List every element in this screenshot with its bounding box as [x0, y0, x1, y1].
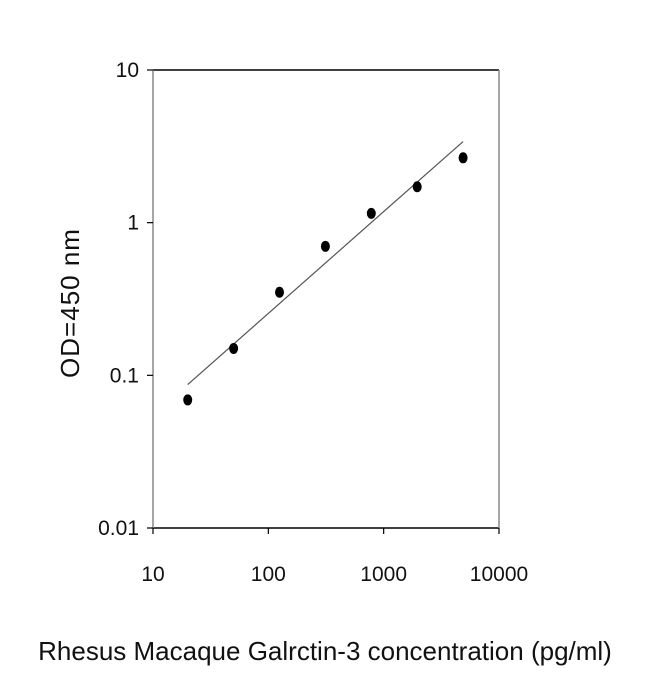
data-point	[229, 342, 239, 354]
regression-line	[187, 141, 464, 386]
y-axis-ticks: 10 1 0.1 0.01	[98, 59, 153, 540]
x-axis-title: Rhesus Macaque Galrctin-3 concentration …	[38, 636, 612, 666]
y-tick-label: 0.1	[110, 364, 139, 387]
x-tick-label: 100	[251, 563, 286, 586]
y-tick-label: 10	[116, 59, 139, 82]
plot-frame	[152, 69, 500, 529]
data-point	[458, 152, 468, 164]
fit-line	[187, 141, 464, 386]
x-tick-label: 1000	[360, 563, 407, 586]
data-point	[320, 240, 330, 252]
data-point	[366, 207, 376, 219]
y-axis-title: OD=450 nm	[55, 228, 85, 378]
x-tick-label: 10000	[470, 563, 528, 586]
y-tick-label: 1	[127, 212, 139, 235]
data-points	[183, 152, 468, 406]
x-axis-ticks: 10 100 1000 10000	[141, 528, 528, 586]
data-point	[412, 181, 422, 193]
y-tick-label: 0.01	[98, 517, 139, 540]
data-point	[183, 394, 193, 406]
x-tick-label: 10	[141, 563, 164, 586]
data-point	[275, 286, 285, 298]
